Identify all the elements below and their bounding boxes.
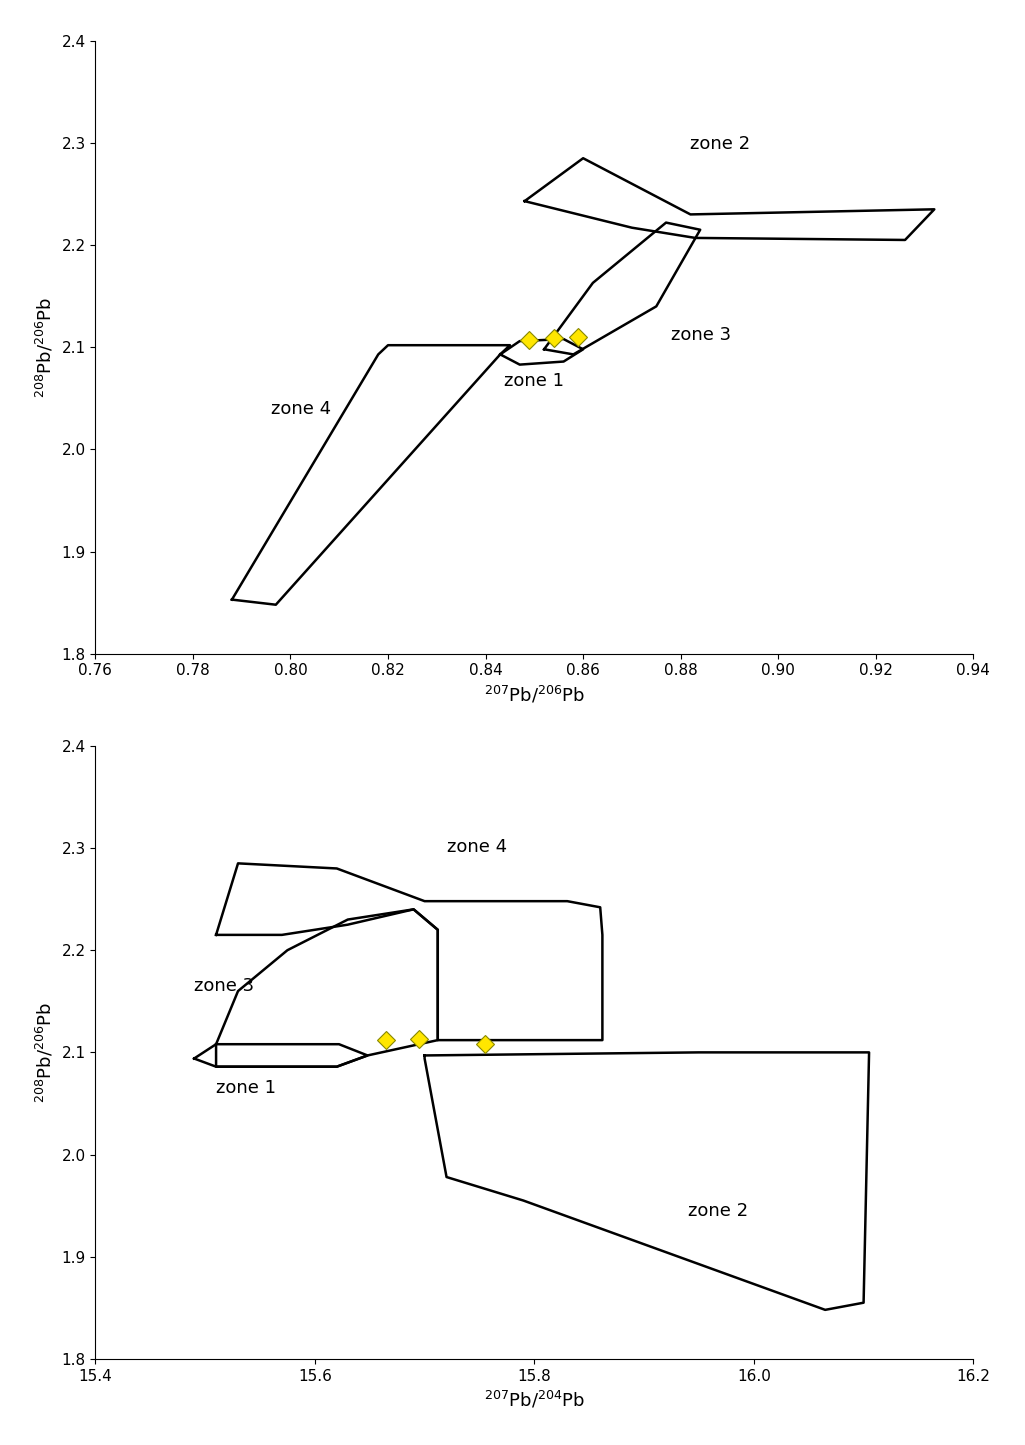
Text: zone 4: zone 4 <box>447 838 506 857</box>
X-axis label: $^{207}$Pb/$^{206}$Pb: $^{207}$Pb/$^{206}$Pb <box>484 683 585 705</box>
Text: zone 3: zone 3 <box>671 327 731 344</box>
Text: zone 2: zone 2 <box>691 136 750 153</box>
Text: zone 2: zone 2 <box>688 1202 748 1220</box>
Text: zone 4: zone 4 <box>271 400 331 418</box>
Y-axis label: $^{208}$Pb/$^{206}$Pb: $^{208}$Pb/$^{206}$Pb <box>35 1001 55 1103</box>
X-axis label: $^{207}$Pb/$^{204}$Pb: $^{207}$Pb/$^{204}$Pb <box>484 1389 585 1410</box>
Text: zone 1: zone 1 <box>504 371 565 390</box>
Text: zone 3: zone 3 <box>194 977 254 996</box>
Text: zone 1: zone 1 <box>216 1079 276 1097</box>
Y-axis label: $^{208}$Pb/$^{206}$Pb: $^{208}$Pb/$^{206}$Pb <box>35 296 55 397</box>
